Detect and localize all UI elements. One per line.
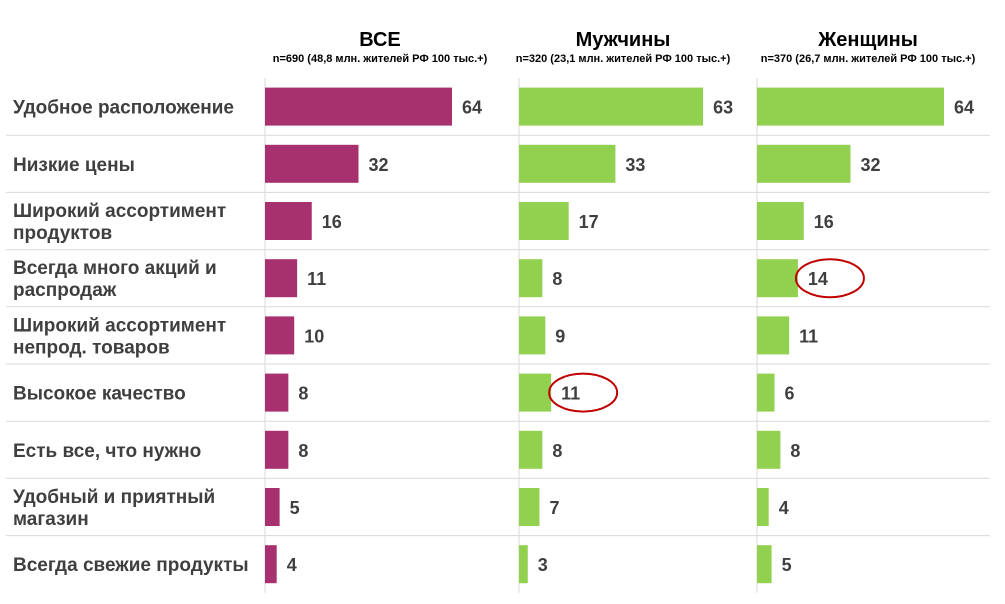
panel-subtitle: n=370 (26,7 млн. жителей РФ 100 тыс.+) bbox=[761, 53, 976, 65]
highlight-ring bbox=[548, 372, 619, 413]
panel-title: Женщины bbox=[817, 29, 918, 51]
value-label: 63 bbox=[713, 98, 733, 118]
bar bbox=[757, 87, 944, 126]
bar bbox=[519, 488, 540, 526]
value-label: 16 bbox=[814, 212, 834, 232]
value-label: 32 bbox=[861, 155, 881, 175]
category-label: Есть все, что нужно bbox=[13, 441, 201, 462]
value-label: 5 bbox=[782, 555, 792, 575]
value-label: 4 bbox=[287, 555, 297, 575]
value-label: 64 bbox=[462, 98, 482, 118]
value-label: 64 bbox=[954, 98, 974, 118]
bar bbox=[265, 430, 289, 469]
bar bbox=[265, 373, 289, 412]
bar bbox=[519, 259, 543, 298]
value-label: 5 bbox=[290, 498, 300, 518]
panel-subtitle: n=320 (23,1 млн. жителей РФ 100 тыс.+) bbox=[516, 53, 731, 65]
bar bbox=[265, 202, 312, 240]
panel-title: Мужчины bbox=[576, 29, 671, 51]
bar bbox=[519, 373, 552, 412]
panel-title: ВСЕ bbox=[359, 29, 400, 51]
bar bbox=[265, 144, 359, 183]
bar bbox=[757, 373, 775, 412]
value-label: 3 bbox=[538, 555, 548, 575]
bar bbox=[519, 430, 543, 469]
bar bbox=[265, 259, 298, 298]
value-label: 9 bbox=[555, 326, 565, 346]
bar bbox=[265, 316, 295, 355]
bar bbox=[757, 488, 769, 526]
value-label: 33 bbox=[625, 155, 645, 175]
value-label: 16 bbox=[322, 212, 342, 232]
bar bbox=[519, 545, 528, 584]
value-label: 6 bbox=[785, 384, 795, 404]
value-label: 8 bbox=[552, 441, 562, 461]
highlight-ring bbox=[794, 258, 865, 299]
value-label: 14 bbox=[808, 269, 828, 289]
category-label: Удобный и приятный магазин bbox=[13, 487, 215, 530]
category-label: Низкие цены bbox=[13, 155, 135, 176]
value-label: 32 bbox=[369, 155, 389, 175]
bar bbox=[265, 488, 280, 526]
value-label: 8 bbox=[552, 269, 562, 289]
panel-subtitle: n=690 (48,8 млн. жителей РФ 100 тыс.+) bbox=[273, 53, 488, 65]
value-label: 11 bbox=[307, 269, 326, 289]
bar bbox=[757, 545, 772, 584]
category-label: Широкий ассортимент непрод. товаров bbox=[13, 315, 226, 358]
bar bbox=[757, 430, 781, 469]
bar bbox=[265, 545, 277, 584]
value-label: 8 bbox=[298, 441, 308, 461]
category-label: Удобное расположение bbox=[13, 98, 234, 119]
bar bbox=[519, 202, 569, 240]
value-label: 4 bbox=[779, 498, 789, 518]
category-label: Всегда много акций и распродаж bbox=[13, 258, 217, 301]
bar bbox=[265, 87, 452, 126]
bar bbox=[757, 259, 798, 298]
bar bbox=[757, 316, 790, 355]
value-label: 11 bbox=[799, 326, 818, 346]
category-label: Всегда свежие продукты bbox=[13, 555, 249, 576]
bar bbox=[757, 202, 804, 240]
bar bbox=[519, 87, 704, 126]
bar bbox=[519, 316, 546, 355]
value-label: 8 bbox=[298, 384, 308, 404]
value-label: 10 bbox=[304, 326, 324, 346]
value-label: 17 bbox=[579, 212, 599, 232]
category-label: Широкий ассортимент продуктов bbox=[13, 201, 226, 244]
value-label: 7 bbox=[549, 498, 559, 518]
category-label: Высокое качество bbox=[13, 384, 186, 405]
value-label: 8 bbox=[790, 441, 800, 461]
value-label: 11 bbox=[561, 384, 580, 404]
bar bbox=[519, 144, 616, 183]
bar bbox=[757, 144, 851, 183]
